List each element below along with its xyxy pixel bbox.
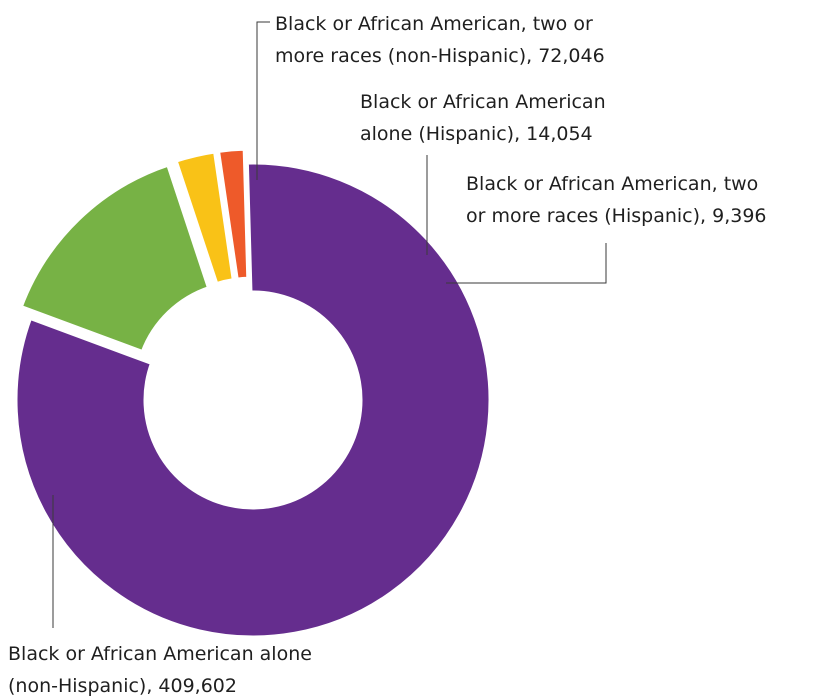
label-black-or-african-american-two-or-more-races-non-hispanic: Black or African American, two or more ra… [275, 13, 605, 67]
label-line: (non-Hispanic), 409,602 [8, 675, 237, 697]
label-black-or-african-american-alone-hispanic: Black or African American alone (Hispanic… [360, 91, 606, 145]
label-line: Black or African American [360, 91, 606, 113]
label-line: alone (Hispanic), 14,054 [360, 123, 593, 145]
label-black-or-african-american-alone-non-hispanic: Black or African American alone (non-Hisp… [8, 643, 312, 697]
label-black-or-african-american-two-or-more-races-hispanic: Black or African American, two or more ra… [466, 173, 767, 227]
label-line: Black or African American alone [8, 643, 312, 665]
slice-black-or-african-american-alone-non-hispanic [12, 159, 494, 641]
slice-black-or-african-american-two-or-more-races-non-hispanic [16, 160, 213, 356]
leader-lines [52, 21, 607, 628]
slice-black-or-african-american-two-or-more-races-hispanic [214, 145, 252, 284]
label-line: Black or African American, two or [275, 13, 593, 35]
label-line: or more races (Hispanic), 9,396 [466, 205, 767, 227]
leader-line-black-or-african-american-two-or-more-races-hispanic [446, 243, 607, 284]
leader-line-black-or-african-american-two-or-more-races-non-hispanic [256, 21, 270, 180]
donut-slices [12, 145, 494, 641]
label-line: more races (non-Hispanic), 72,046 [275, 45, 605, 67]
slice-labels: Black or African American alone (non-Hisp… [8, 13, 767, 697]
label-line: Black or African American, two [466, 173, 758, 195]
